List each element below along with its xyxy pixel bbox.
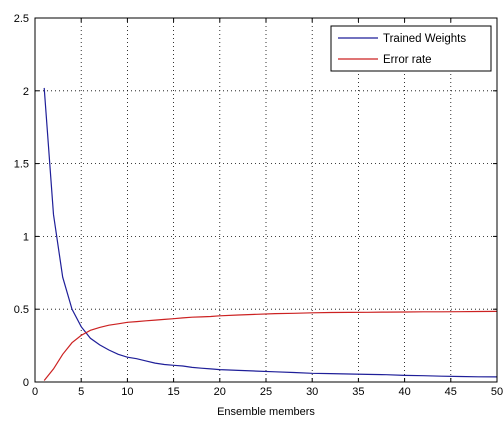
legend-label-error-rate: Error rate [383, 54, 432, 66]
plot-area [35, 18, 497, 382]
y-tick-label: 2.5 [14, 13, 29, 25]
x-tick-label: 30 [306, 386, 318, 398]
legend-box [330, 25, 492, 72]
axis-ticks [34, 17, 498, 383]
x-tick-label: 0 [32, 386, 38, 398]
series-lines [43, 87, 498, 381]
grid-lines [35, 18, 497, 382]
x-tick-label: 35 [352, 386, 364, 398]
y-tick-label: 0 [23, 377, 29, 389]
x-tick-label: 25 [260, 386, 272, 398]
x-tick-labels: 0 5 10 15 20 25 30 35 40 45 50 [32, 386, 503, 398]
y-tick-label: 0.5 [14, 304, 29, 316]
y-tick-label: 2 [23, 86, 29, 98]
x-axis-title: Ensemble members [217, 406, 315, 418]
series-line-trained-weights [43, 87, 498, 378]
legend-label-trained-weights: Trained Weights [383, 33, 466, 45]
x-tick-label: 20 [214, 386, 226, 398]
x-tick-label: 15 [167, 386, 179, 398]
x-tick-label: 5 [78, 386, 84, 398]
legend: Trained Weights Error rate [330, 25, 492, 72]
x-tick-label: 45 [445, 386, 457, 398]
y-tick-label: 1 [23, 231, 29, 243]
series-line-error-rate [43, 310, 498, 381]
y-tick-label: 1.5 [14, 159, 29, 171]
x-tick-label: 50 [491, 386, 503, 398]
x-tick-label: 10 [121, 386, 133, 398]
x-tick-label: 40 [398, 386, 410, 398]
y-tick-labels: 0 0.5 1 1.5 2 2.5 [14, 13, 29, 389]
